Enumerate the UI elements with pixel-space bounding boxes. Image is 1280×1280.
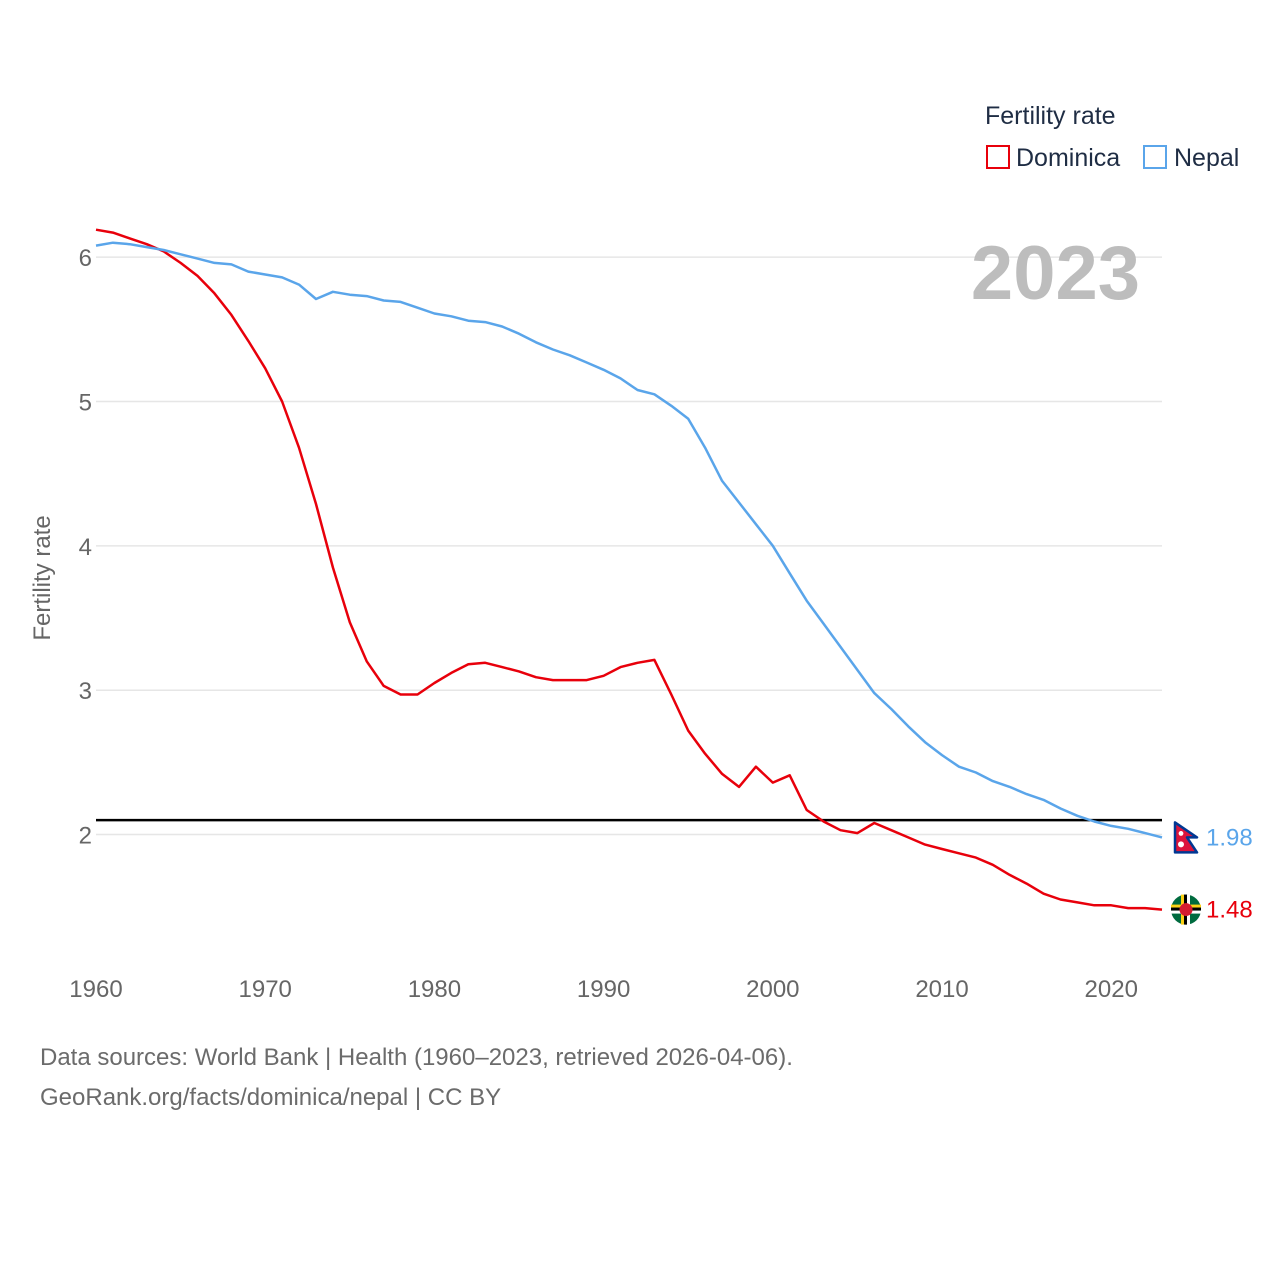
legend-swatch-nepal[interactable]	[1143, 145, 1167, 169]
legend-swatch-dominica[interactable]	[986, 145, 1010, 169]
nepal-flag-icon	[1171, 821, 1201, 854]
legend-label-nepal[interactable]: Nepal	[1174, 144, 1239, 172]
gridlines	[96, 256, 1162, 836]
x-tick-label: 1960	[69, 976, 122, 1003]
year-label: 2023	[971, 231, 1140, 316]
y-tick-label: 3	[79, 678, 92, 705]
x-tick-label: 2010	[915, 976, 968, 1003]
x-tick-label: 2000	[746, 976, 799, 1003]
y-tick-label: 4	[79, 534, 92, 561]
legend: Fertility rate Dominica Nepal	[985, 102, 1239, 172]
legend-label-dominica[interactable]: Dominica	[1016, 144, 1120, 172]
x-tick-label: 1970	[239, 976, 292, 1003]
y-axis-title: Fertility rate	[29, 515, 56, 640]
x-axis-ticks: 1960 1970 1980 1990 2000 2010 2020	[69, 976, 1138, 1003]
end-label-dominica: 1.48	[1206, 897, 1253, 924]
x-tick-label: 1980	[408, 976, 461, 1003]
y-tick-label: 5	[79, 390, 92, 417]
end-label-nepal: 1.98	[1206, 824, 1253, 851]
series-lines	[95, 228, 1163, 911]
credit-link[interactable]: GeoRank.org/facts/dominica/nepal | CC BY	[40, 1084, 502, 1111]
x-tick-label: 1990	[577, 976, 630, 1003]
y-axis-ticks: 2 3 4 5 6	[79, 245, 92, 849]
data-source-note: Data sources: World Bank | Health (1960–…	[40, 1044, 793, 1071]
y-tick-label: 2	[79, 823, 92, 850]
series-line-dominica[interactable]	[95, 228, 1163, 911]
y-tick-label: 6	[79, 245, 92, 272]
legend-title: Fertility rate	[985, 102, 1116, 130]
fertility-rate-chart: 2 3 4 5 6 1960 1970 1980 1990 2000 2010 2020 Ferti…	[29, 102, 1253, 1003]
x-tick-label: 2020	[1085, 976, 1138, 1003]
dominica-flag-icon	[1171, 894, 1201, 925]
series-line-nepal[interactable]	[95, 241, 1163, 839]
